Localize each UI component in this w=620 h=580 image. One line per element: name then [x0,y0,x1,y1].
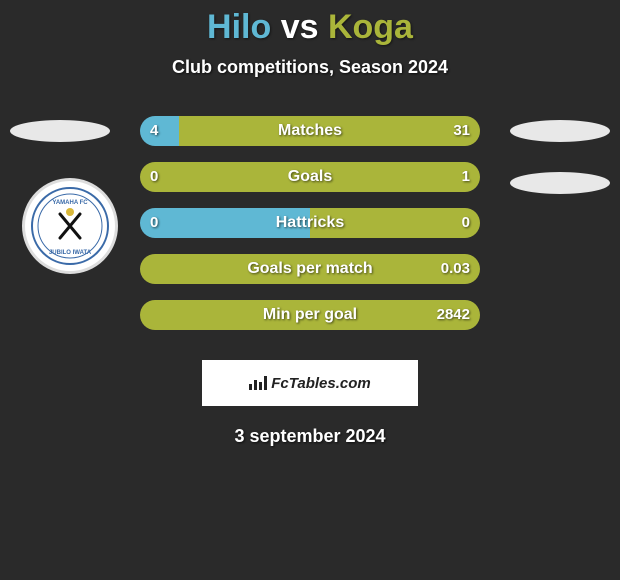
player1-club-badge: YAMAHA FC JUBILO IWATA [22,178,118,274]
player1-name: Hilo [207,8,271,46]
chart-icon [249,376,267,390]
club-badge-icon: YAMAHA FC JUBILO IWATA [30,186,110,266]
player2-name: Koga [328,8,413,46]
stat-value-right: 2842 [437,300,470,330]
stat-value-right: 31 [453,116,470,146]
stat-value-left: 0 [150,162,158,192]
stat-row-mpg: 2842 Min per goal [0,300,620,330]
stat-label: Min per goal [140,300,480,330]
stat-label: Hattricks [140,208,480,238]
subtitle: Club competitions, Season 2024 [0,57,620,78]
stat-value-right: 1 [462,162,470,192]
date-label: 3 september 2024 [0,426,620,447]
stat-row-matches: 4 31 Matches [0,116,620,146]
stat-value-right: 0.03 [441,254,470,284]
stat-label: Goals [140,162,480,192]
stat-value-left: 0 [150,208,158,238]
fctables-logo[interactable]: FcTables.com [202,360,418,406]
svg-text:JUBILO IWATA: JUBILO IWATA [49,250,92,256]
stat-value-left: 4 [150,116,158,146]
svg-text:YAMAHA FC: YAMAHA FC [52,200,88,206]
stat-value-right: 0 [462,208,470,238]
stat-label: Matches [140,116,480,146]
vs-label: vs [281,8,319,46]
page-title: Hilo vs Koga [0,8,620,47]
stat-label: Goals per match [140,254,480,284]
fctables-text: FcTables.com [271,375,370,392]
